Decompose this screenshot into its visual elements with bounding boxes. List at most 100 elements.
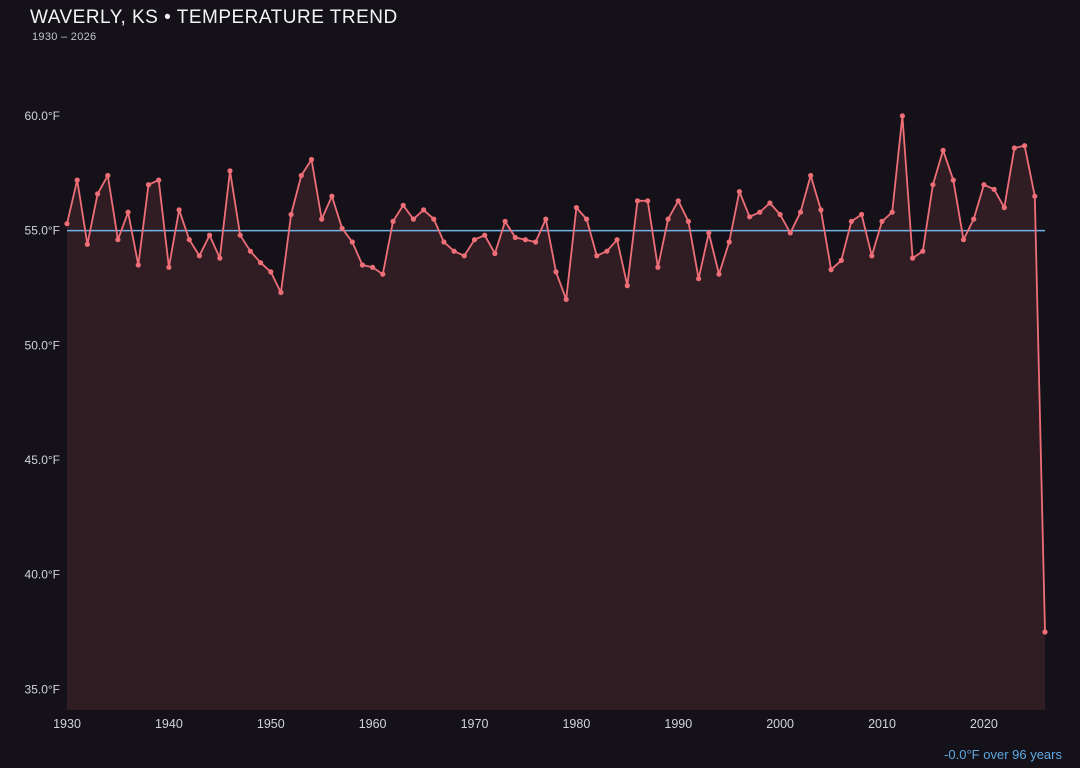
- data-point[interactable]: [818, 207, 824, 213]
- data-point[interactable]: [329, 193, 335, 199]
- data-point[interactable]: [247, 248, 253, 254]
- data-point[interactable]: [859, 211, 865, 218]
- data-point[interactable]: [787, 230, 793, 236]
- data-point[interactable]: [563, 296, 569, 302]
- data-point[interactable]: [767, 200, 773, 206]
- data-point[interactable]: [502, 218, 508, 224]
- data-point[interactable]: [1022, 143, 1028, 149]
- data-point[interactable]: [614, 237, 620, 243]
- data-point[interactable]: [522, 237, 529, 243]
- data-point[interactable]: [828, 267, 834, 273]
- data-point[interactable]: [166, 264, 172, 270]
- data-point[interactable]: [899, 113, 906, 119]
- data-point[interactable]: [716, 271, 722, 277]
- data-point[interactable]: [512, 234, 518, 241]
- data-point[interactable]: [471, 237, 478, 243]
- data-point[interactable]: [105, 172, 111, 179]
- data-point[interactable]: [910, 255, 916, 261]
- data-point[interactable]: [971, 216, 977, 222]
- data-point[interactable]: [298, 172, 304, 179]
- data-point[interactable]: [940, 147, 946, 153]
- data-point[interactable]: [288, 211, 294, 218]
- data-point[interactable]: [930, 182, 936, 188]
- data-point[interactable]: [207, 232, 213, 238]
- data-point[interactable]: [145, 182, 152, 188]
- data-point[interactable]: [410, 216, 416, 222]
- data-point[interactable]: [950, 177, 956, 183]
- data-point[interactable]: [380, 271, 386, 277]
- data-point[interactable]: [960, 237, 967, 243]
- data-point[interactable]: [390, 218, 396, 224]
- data-point[interactable]: [543, 216, 549, 222]
- data-point[interactable]: [451, 248, 457, 254]
- x-tick-label: 2010: [868, 717, 896, 731]
- data-point[interactable]: [95, 191, 101, 197]
- data-point[interactable]: [808, 172, 814, 179]
- data-point[interactable]: [217, 255, 223, 261]
- data-point[interactable]: [624, 283, 630, 289]
- data-point[interactable]: [757, 209, 763, 215]
- data-point[interactable]: [84, 241, 90, 247]
- data-point[interactable]: [706, 230, 712, 236]
- data-point[interactable]: [920, 248, 926, 254]
- data-point[interactable]: [268, 269, 274, 275]
- data-point[interactable]: [634, 198, 641, 204]
- data-point[interactable]: [736, 189, 743, 195]
- data-point[interactable]: [196, 253, 202, 259]
- data-point[interactable]: [553, 269, 559, 275]
- data-point[interactable]: [370, 264, 376, 270]
- data-point[interactable]: [838, 257, 844, 263]
- data-point[interactable]: [1001, 205, 1007, 211]
- data-point[interactable]: [349, 239, 355, 245]
- data-point[interactable]: [359, 262, 365, 268]
- data-point[interactable]: [431, 216, 437, 222]
- data-point[interactable]: [441, 239, 447, 245]
- y-tick-label: 35.0°F: [25, 682, 60, 696]
- data-point[interactable]: [339, 225, 345, 231]
- data-point[interactable]: [594, 253, 600, 259]
- data-point[interactable]: [533, 239, 539, 245]
- x-tick-label: 1950: [257, 717, 285, 731]
- data-point[interactable]: [176, 207, 182, 213]
- data-point[interactable]: [156, 177, 162, 183]
- data-point[interactable]: [1011, 145, 1018, 151]
- data-point[interactable]: [492, 250, 498, 257]
- data-point[interactable]: [278, 289, 284, 296]
- data-point[interactable]: [645, 198, 651, 204]
- data-point[interactable]: [258, 260, 264, 266]
- data-point[interactable]: [74, 177, 80, 183]
- data-point[interactable]: [879, 218, 885, 224]
- data-point[interactable]: [308, 156, 315, 163]
- data-point[interactable]: [237, 232, 243, 238]
- data-point[interactable]: [777, 211, 783, 218]
- data-point[interactable]: [64, 221, 70, 227]
- data-point[interactable]: [573, 205, 580, 211]
- data-point[interactable]: [482, 232, 488, 238]
- data-point[interactable]: [991, 186, 997, 192]
- data-point[interactable]: [685, 218, 692, 224]
- data-point[interactable]: [869, 253, 875, 259]
- data-point[interactable]: [400, 202, 406, 208]
- data-point[interactable]: [675, 198, 681, 204]
- data-point[interactable]: [747, 214, 753, 220]
- data-point[interactable]: [1042, 629, 1048, 635]
- data-point[interactable]: [115, 237, 121, 243]
- data-point[interactable]: [319, 216, 325, 222]
- data-point[interactable]: [665, 216, 671, 222]
- data-point[interactable]: [461, 253, 467, 259]
- data-point[interactable]: [1032, 193, 1038, 199]
- data-point[interactable]: [584, 216, 590, 222]
- data-point[interactable]: [604, 248, 610, 254]
- data-point[interactable]: [889, 209, 895, 215]
- data-point[interactable]: [227, 168, 233, 174]
- data-point[interactable]: [726, 239, 732, 245]
- data-point[interactable]: [696, 276, 702, 282]
- data-point[interactable]: [125, 209, 131, 215]
- data-point[interactable]: [135, 262, 141, 268]
- data-point[interactable]: [797, 209, 804, 215]
- data-point[interactable]: [186, 237, 192, 243]
- data-point[interactable]: [421, 207, 427, 213]
- data-point[interactable]: [655, 264, 661, 270]
- data-point[interactable]: [848, 218, 855, 224]
- data-point[interactable]: [981, 182, 987, 188]
